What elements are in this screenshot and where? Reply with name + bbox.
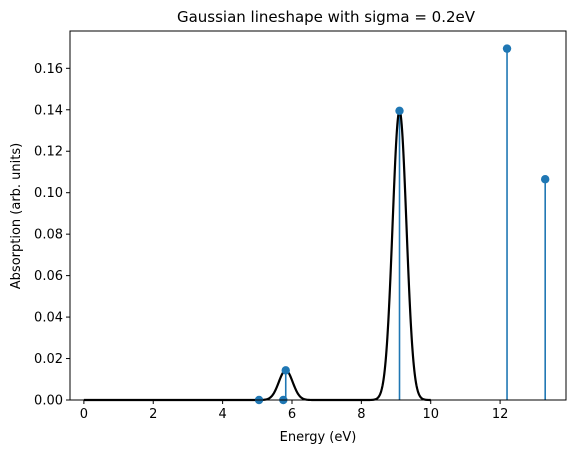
x-tick-label: 4 xyxy=(218,407,226,422)
stem-marker xyxy=(540,175,550,184)
x-tick-label: 6 xyxy=(288,407,296,422)
y-tick-label: 0.14 xyxy=(34,103,63,118)
y-tick-label: 0.06 xyxy=(34,269,63,284)
stem-marker xyxy=(395,106,404,116)
y-axis: 0.00 0.02 0.04 0.06 0.08 0.10 0.12 0.14 0.16 xyxy=(34,62,70,409)
x-tick-label: 2 xyxy=(149,407,157,422)
x-tick-label: 12 xyxy=(492,407,509,422)
x-tick-label: 8 xyxy=(357,407,365,422)
gaussian-curve xyxy=(83,109,432,402)
x-tick-label: 0 xyxy=(80,407,88,422)
y-tick-label: 0.12 xyxy=(34,145,63,160)
y-tick-label: 0.04 xyxy=(34,311,63,326)
x-axis-label: Energy (eV) xyxy=(280,430,357,445)
y-axis-label: Absorption (arb. units) xyxy=(9,143,24,289)
stem-marker xyxy=(502,44,512,53)
chart-title: Gaussian lineshape with sigma = 0.2eV xyxy=(177,8,476,26)
y-tick-label: 0.00 xyxy=(34,394,63,409)
stem-marker xyxy=(281,366,290,375)
y-tick-label: 0.16 xyxy=(34,62,63,77)
plot-area xyxy=(83,44,550,405)
x-tick-label: 10 xyxy=(422,407,439,422)
axes-frame xyxy=(69,30,567,401)
y-tick-label: 0.10 xyxy=(34,186,63,201)
y-tick-label: 0.02 xyxy=(34,352,63,367)
y-tick-label: 0.08 xyxy=(34,228,63,243)
x-axis: 0 2 4 6 8 10 12 xyxy=(80,400,509,422)
